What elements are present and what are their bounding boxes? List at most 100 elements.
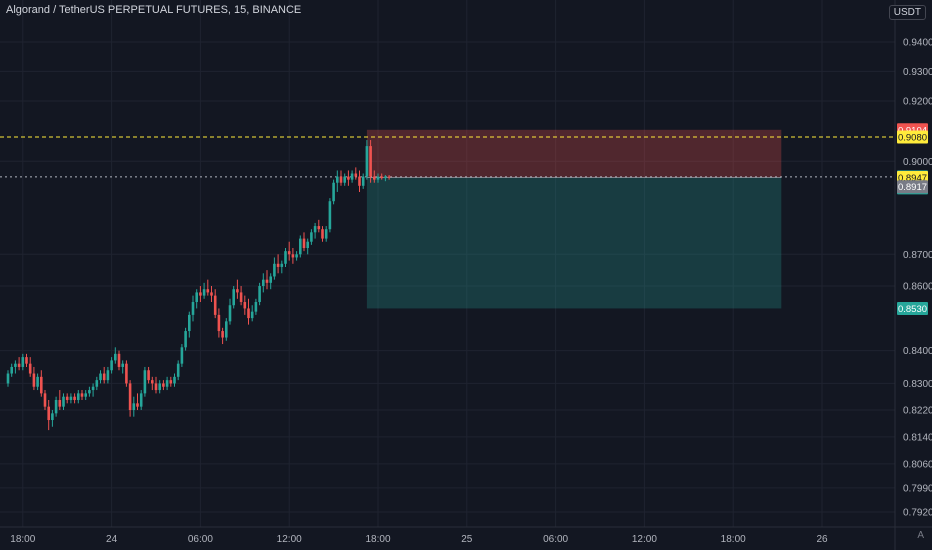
horizontal-lines[interactable] — [0, 136, 895, 178]
candle-body — [306, 241, 309, 249]
candle-body — [343, 176, 346, 183]
candle-body — [117, 353, 121, 367]
candle-body — [239, 292, 243, 303]
candle-body — [158, 383, 161, 391]
candle-body — [213, 295, 217, 315]
candle-body — [354, 173, 358, 177]
candle-body — [321, 229, 324, 239]
candle-body — [373, 176, 376, 180]
candle-body — [114, 353, 117, 361]
candle-body — [324, 229, 328, 239]
candle-body — [173, 376, 176, 384]
stop-loss-zone[interactable] — [366, 129, 782, 178]
candle-body — [80, 393, 84, 397]
candle-body — [347, 176, 350, 180]
candle-body — [276, 263, 280, 267]
candle-body — [21, 357, 25, 367]
candles — [6, 140, 391, 431]
take-profit-zone[interactable] — [366, 177, 782, 309]
time-tick-label: 12:00 — [277, 534, 302, 545]
candle-body — [217, 314, 221, 332]
candle-body — [376, 176, 380, 180]
candle-body — [40, 376, 43, 394]
price-tick-label: 0.8400 — [903, 346, 932, 357]
price-label-text: 0.8530 — [898, 304, 927, 315]
candle-body — [199, 292, 202, 296]
price-tick-label: 0.9300 — [903, 67, 932, 78]
candle-body — [206, 289, 210, 293]
candle-body — [225, 321, 228, 338]
auto-scale-button[interactable]: A — [917, 530, 924, 541]
candle-body — [191, 302, 195, 315]
candle-body — [262, 279, 265, 287]
time-tick-label: 26 — [816, 534, 828, 545]
time-tick-label: 18:00 — [721, 534, 746, 545]
time-tick-label: 24 — [106, 534, 118, 545]
price-tick-label: 0.9000 — [903, 157, 932, 168]
price-tick-label: 0.8600 — [903, 282, 932, 293]
candle-body — [110, 360, 113, 371]
time-tick-label: 06:00 — [188, 534, 213, 545]
candle-body — [254, 302, 258, 312]
candle-body — [106, 370, 110, 381]
time-axis[interactable]: 18:00 24 06:00 12:00 18:00 25 06:00 12:00 18:00 2… — [10, 534, 828, 545]
candle-body — [317, 226, 321, 230]
candle-body — [269, 276, 272, 283]
candle-body — [36, 376, 39, 387]
candle-body — [62, 396, 65, 407]
candle-body — [28, 363, 32, 374]
candle-body — [380, 176, 383, 179]
candle-body — [280, 263, 284, 267]
candle-body — [65, 396, 69, 401]
candle-body — [151, 380, 154, 384]
candle-body — [43, 393, 47, 407]
candle-body — [195, 292, 198, 303]
candle-body — [295, 254, 298, 258]
candle-body — [17, 363, 21, 367]
currency-button[interactable]: USDT — [888, 5, 926, 20]
candle-body — [125, 363, 128, 384]
grid-lines — [0, 0, 895, 527]
candle-body — [84, 393, 87, 397]
candle-body — [165, 380, 169, 387]
candle-body — [332, 182, 335, 202]
candle-body — [58, 400, 62, 407]
chart-title: Algorand / TetherUS PERPETUAL FUTURES, 1… — [6, 4, 302, 16]
price-label-tag — [897, 180, 928, 194]
candle-body — [99, 373, 102, 381]
time-tick-label: 18:00 — [10, 534, 35, 545]
candle-body — [339, 176, 343, 183]
price-axis[interactable]: 0.9400 0.9300 0.9200 0.9000 0.8700 0.8600 0.84… — [903, 38, 932, 519]
candle-body — [210, 292, 213, 296]
position-zones[interactable] — [366, 129, 782, 309]
candle-body — [162, 383, 165, 387]
candle-body — [328, 201, 332, 230]
candle-body — [228, 305, 232, 322]
candle-body — [369, 146, 372, 177]
candle-body — [139, 393, 143, 407]
price-tick-label: 0.7990 — [903, 483, 932, 494]
price-label-text: 0.9080 — [898, 133, 927, 144]
candle-body — [287, 251, 291, 255]
price-tick-label: 0.9200 — [903, 97, 932, 108]
candle-body — [147, 370, 150, 381]
candle-body — [361, 176, 365, 186]
candle-body — [232, 289, 235, 306]
price-tick-label: 0.8300 — [903, 379, 932, 390]
candle-body — [387, 176, 391, 178]
candle-body — [358, 176, 361, 186]
candle-body — [51, 413, 54, 421]
candle-body — [365, 146, 369, 177]
candle-body — [14, 363, 17, 367]
candle-body — [6, 373, 10, 384]
candle-body — [25, 357, 28, 364]
candle-body — [310, 232, 313, 242]
time-tick-label: 12:00 — [632, 534, 657, 545]
candle-body — [154, 383, 158, 391]
candle-body — [143, 370, 147, 394]
candle-body — [250, 311, 254, 319]
candle-body — [169, 380, 173, 384]
price-tick-label: 0.7920 — [903, 508, 932, 519]
candle-body — [91, 386, 95, 391]
